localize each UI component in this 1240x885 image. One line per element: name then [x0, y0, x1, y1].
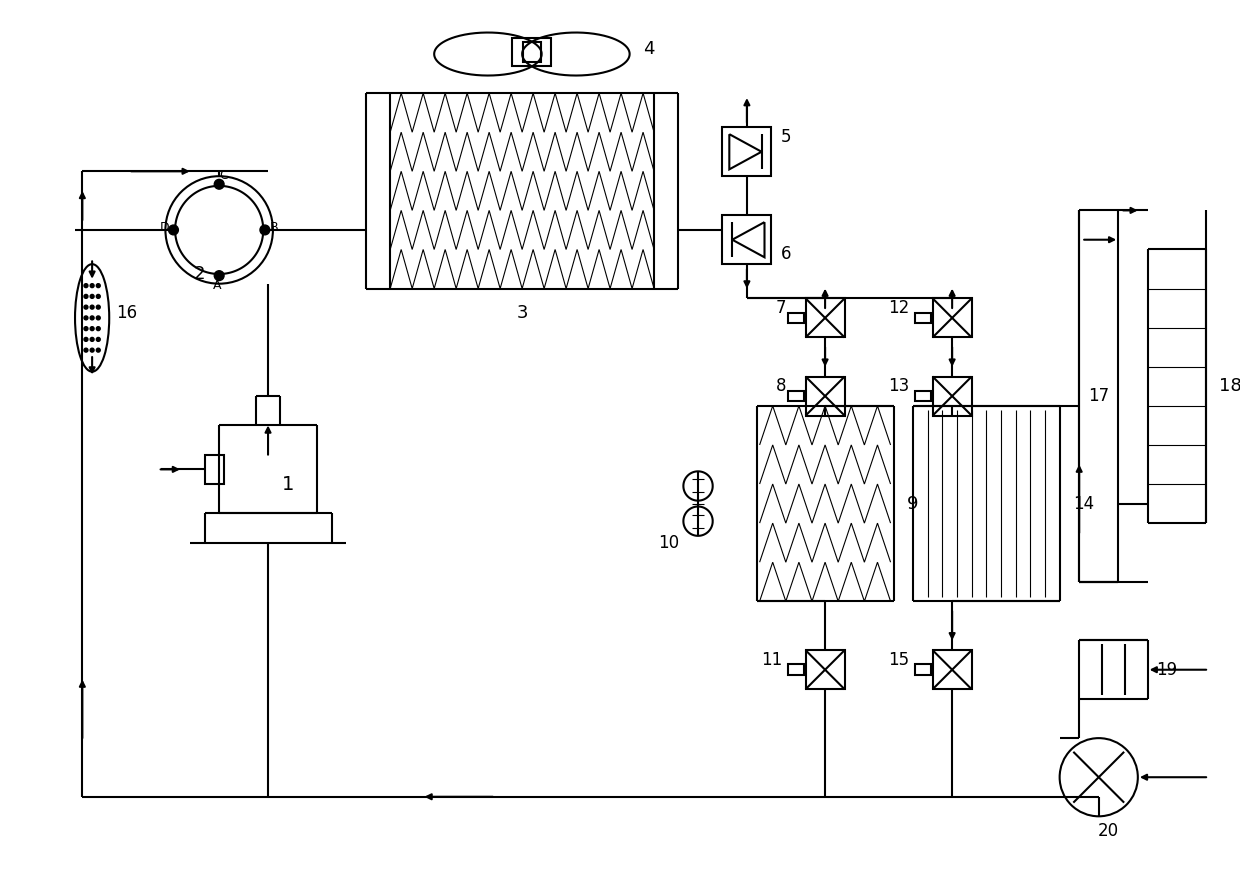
Bar [915, 312, 931, 323]
Circle shape [84, 327, 88, 331]
Circle shape [215, 271, 224, 281]
Text: 4: 4 [644, 40, 655, 58]
Bar [932, 298, 972, 337]
Text: 8: 8 [776, 377, 786, 396]
Circle shape [91, 305, 94, 309]
Text: 14: 14 [1074, 495, 1095, 512]
Circle shape [97, 316, 100, 319]
Bar [787, 665, 804, 675]
Text: 18: 18 [1219, 377, 1240, 396]
Circle shape [84, 316, 88, 319]
Text: 5: 5 [781, 128, 791, 146]
Text: 2: 2 [193, 265, 206, 283]
Bar [723, 127, 771, 176]
Circle shape [260, 225, 270, 235]
Circle shape [91, 295, 94, 298]
Text: C: C [219, 169, 228, 182]
Circle shape [84, 305, 88, 309]
Text: 19: 19 [1157, 661, 1178, 679]
Circle shape [84, 348, 88, 352]
Circle shape [215, 180, 224, 189]
Text: 11: 11 [760, 651, 782, 669]
Circle shape [91, 327, 94, 331]
Circle shape [84, 337, 88, 342]
Bar [205, 455, 224, 484]
Text: 10: 10 [658, 534, 680, 551]
Text: 3: 3 [516, 304, 528, 322]
Bar [932, 650, 972, 689]
Bar [723, 215, 771, 264]
Text: 6: 6 [781, 245, 791, 264]
Text: 15: 15 [888, 651, 909, 669]
Text: B: B [269, 221, 278, 235]
Bar [787, 312, 804, 323]
Circle shape [91, 284, 94, 288]
Text: 13: 13 [888, 377, 909, 396]
Text: 9: 9 [908, 495, 919, 512]
Text: D: D [160, 221, 170, 235]
Text: 1: 1 [281, 474, 294, 494]
Circle shape [97, 305, 100, 309]
Bar [915, 665, 931, 675]
Circle shape [97, 337, 100, 342]
Bar [806, 650, 844, 689]
Bar [932, 376, 972, 416]
Circle shape [97, 284, 100, 288]
Circle shape [169, 225, 179, 235]
Circle shape [97, 295, 100, 298]
Text: 12: 12 [888, 299, 909, 317]
Ellipse shape [76, 264, 109, 372]
Circle shape [84, 295, 88, 298]
Circle shape [97, 327, 100, 331]
Bar [915, 390, 931, 402]
Circle shape [97, 348, 100, 352]
Text: 16: 16 [115, 304, 136, 322]
Text: A: A [213, 279, 222, 292]
Circle shape [84, 284, 88, 288]
Bar [806, 298, 844, 337]
Circle shape [91, 348, 94, 352]
Bar [523, 42, 541, 62]
Text: 7: 7 [776, 299, 786, 317]
Circle shape [91, 316, 94, 319]
Bar [806, 376, 844, 416]
Bar [787, 390, 804, 402]
Bar [512, 38, 552, 65]
Text: 17: 17 [1089, 387, 1110, 405]
Circle shape [91, 337, 94, 342]
Text: 20: 20 [1097, 822, 1118, 840]
